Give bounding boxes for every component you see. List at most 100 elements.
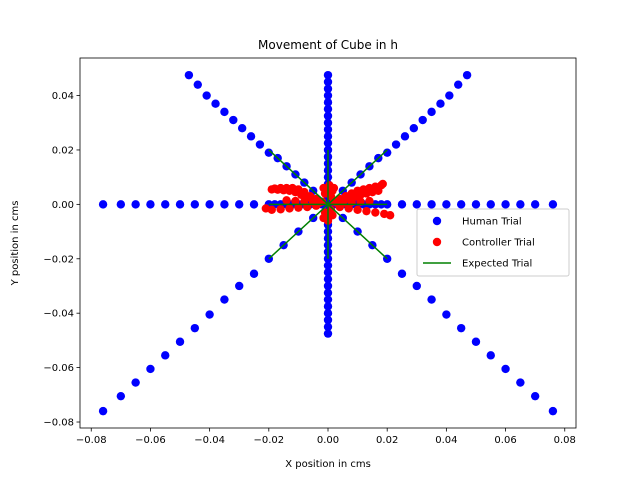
x-tick-label: −0.02: [253, 435, 284, 446]
human-trial-point: [220, 107, 229, 117]
x-tick-label: 0.06: [494, 435, 516, 446]
human-trial-point: [323, 281, 333, 291]
human-trial-point: [323, 308, 333, 318]
human-trial-point: [175, 337, 185, 346]
human-trial-point: [323, 118, 333, 127]
human-trial-point: [146, 364, 155, 374]
human-trial-point: [323, 91, 333, 100]
human-trial-point: [184, 70, 194, 80]
human-trial-point: [220, 295, 229, 304]
human-trial-point: [427, 295, 436, 304]
y-axis-label: Y position in cms: [10, 201, 21, 287]
human-trial-point: [98, 200, 108, 209]
human-trial-point: [131, 378, 140, 387]
human-trial-point: [471, 200, 481, 209]
human-trial-point: [323, 274, 333, 284]
y-tick-label: −0.02: [43, 254, 74, 265]
human-trial-point: [445, 91, 454, 100]
controller-trial-point: [261, 204, 271, 213]
controller-trial-point: [374, 186, 383, 195]
y-tick-label: 0.00: [52, 200, 74, 211]
human-trial-point: [456, 200, 466, 209]
human-trial-point: [427, 107, 436, 117]
controller-trial-point: [385, 211, 395, 220]
human-trial-point: [436, 99, 445, 108]
human-trial-point: [462, 70, 472, 80]
x-tick-label: 0.00: [317, 435, 339, 446]
controller-trial-point: [344, 204, 353, 213]
human-trial-point: [323, 302, 333, 311]
human-trial-point: [323, 70, 333, 80]
human-trial-point: [486, 200, 495, 209]
human-trial-point: [249, 200, 259, 209]
human-trial-point: [323, 84, 333, 93]
controller-trial-point: [371, 208, 380, 217]
human-trial-point: [516, 200, 525, 209]
human-trial-point: [323, 104, 333, 114]
y-tick-label: 0.02: [52, 145, 74, 156]
chart-title: Movement of Cube in h: [258, 38, 398, 52]
human-trial-point: [175, 200, 185, 209]
human-trial-point: [323, 295, 333, 304]
human-trial-point: [516, 378, 525, 387]
human-trial-point: [323, 315, 333, 325]
controller-trial-point: [294, 203, 303, 212]
human-trial-point: [501, 364, 510, 374]
human-trial-point: [456, 323, 466, 333]
controller-trial-point: [353, 205, 362, 215]
human-trial-point: [211, 99, 220, 108]
human-trial-point: [205, 200, 214, 209]
controller-trial-point: [282, 196, 291, 205]
human-trial-point: [471, 337, 481, 346]
expected-trial-line: [268, 149, 388, 260]
human-trial-point: [412, 281, 421, 291]
human-trial-point: [323, 138, 333, 148]
human-trial-point: [255, 140, 265, 149]
human-trial-point: [501, 200, 510, 209]
human-trial-point: [116, 200, 126, 209]
human-trial-point: [409, 123, 419, 133]
x-tick-label: 0.02: [376, 435, 398, 446]
human-trial-point: [530, 200, 540, 209]
x-tick-label: −0.08: [76, 435, 107, 446]
human-trial-point: [412, 200, 421, 209]
human-trial-point: [442, 310, 451, 319]
legend-expected-label: Expected Trial: [462, 259, 532, 270]
y-tick-label: 0.04: [52, 91, 74, 102]
human-trial-point: [190, 200, 200, 209]
human-trial-point: [548, 200, 558, 209]
chart-marks: [98, 70, 558, 416]
controller-trial-point: [325, 181, 334, 190]
x-tick-label: −0.06: [135, 435, 166, 446]
legend-human-label: Human Trial: [462, 217, 522, 228]
controller-trial-point: [276, 205, 285, 214]
human-trial-point: [548, 406, 558, 416]
human-trial-point: [323, 268, 333, 277]
legend-box: [416, 208, 570, 277]
human-trial-point: [323, 288, 333, 297]
human-trial-point: [202, 91, 211, 100]
human-trial-point: [323, 111, 333, 121]
human-trial-point: [530, 391, 540, 401]
human-trial-point: [391, 140, 401, 149]
y-tick-label: −0.04: [43, 309, 74, 320]
human-trial-point: [229, 115, 238, 125]
human-trial-point: [323, 261, 333, 270]
human-trial-point: [220, 200, 229, 209]
legend-human-marker: [432, 216, 442, 226]
y-tick-label: −0.06: [43, 363, 74, 374]
controller-trial-point: [309, 197, 318, 207]
controller-trial-point: [267, 185, 276, 194]
controller-trial-point: [273, 185, 282, 194]
controller-trial-point: [338, 198, 347, 208]
human-trial-point: [116, 391, 126, 401]
human-trial-point: [323, 329, 333, 338]
human-trial-point: [249, 269, 259, 278]
legend-controller-marker: [432, 237, 442, 247]
controller-trial-point: [362, 206, 371, 216]
legend: Human Trial Controller Trial Expected Tria…: [416, 208, 570, 277]
controller-trial-point: [291, 196, 300, 206]
legend-controller-label: Controller Trial: [462, 238, 535, 249]
human-trial-point: [323, 322, 333, 331]
